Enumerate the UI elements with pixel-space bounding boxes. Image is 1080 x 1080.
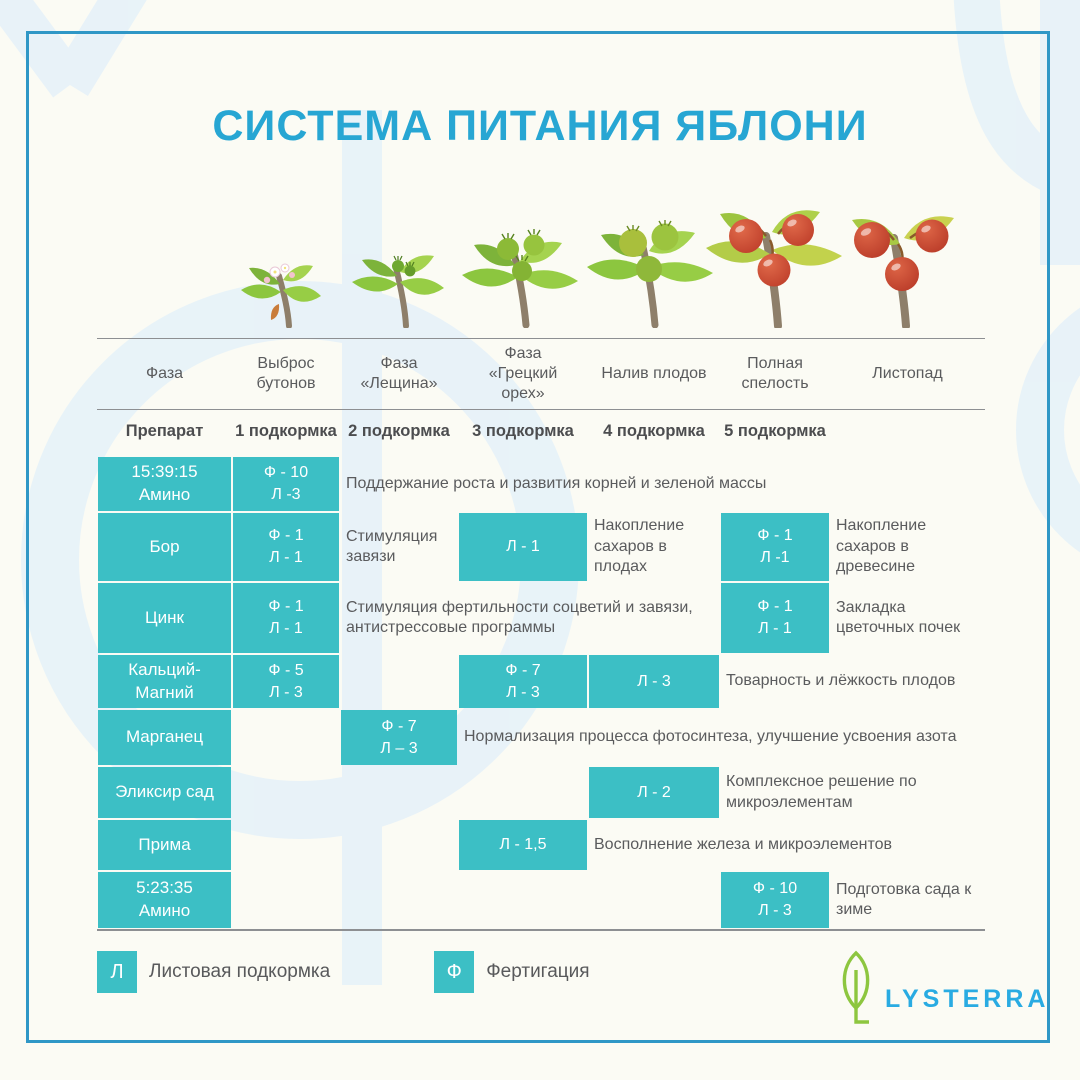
product-column-header: Препарат (125, 421, 204, 440)
phase-header-1: Выброс бутонов (256, 355, 316, 392)
brand-logo-text: LYSTERRA (885, 985, 1050, 1013)
page-title: СИСТЕМА ПИТАНИЯ ЯБЛОНИ (212, 102, 868, 150)
phase-header-row: Фаза Выброс бутонов Фаза «Лещина» Фаза «Гр… (97, 338, 985, 410)
effect-note: Восполнение железа и микроэлементов (594, 835, 893, 853)
effect-note: Накопление сахаров в древесине (836, 517, 927, 576)
phase-header-6: Листопад (872, 365, 943, 382)
phase-header-4: Налив плодов (601, 365, 707, 382)
leaf-logo-icon (842, 950, 870, 1024)
effect-note: Товарность и лёжкость плодов (726, 672, 956, 690)
effect-note: Стимуляция фертильности соцветий и завяз… (346, 598, 693, 636)
product-cell: Кальций- Магний (98, 655, 231, 708)
product-cell: Эликсир сад (98, 767, 231, 818)
apple-branch-full-ripeness-icon (706, 210, 842, 328)
table-row: 5:23:35 Амино Ф - 10 Л - 3 Подготовка сада к… (97, 871, 985, 929)
feeding-header-4: 4 подкормка (603, 421, 705, 440)
feeding-header-2: 2 подкормка (348, 421, 450, 440)
effect-note: Накопление сахаров в плодах (594, 517, 685, 576)
apple-branch-leaf-fall-icon (852, 216, 954, 328)
effect-note: Закладка цветочных почек (836, 598, 961, 636)
phase-header-3: Фаза «Грецкий орех» (488, 345, 558, 402)
apple-branch-walnut-stage-icon (462, 229, 578, 328)
legend: Л Листовая подкормка Ф Фертигация (97, 950, 590, 994)
legend-item-Ф: Ф Фертигация (434, 951, 590, 993)
feeding-header-3: 3 подкормка (472, 421, 574, 440)
phase-header-2: Фаза «Лещина» (360, 355, 438, 392)
feeding-header-row: Препарат 1 подкормка 2 подкормка 3 подкорм… (97, 409, 985, 453)
dose-cell: Л - 2 (589, 767, 719, 818)
legend-label-2: Фертигация (486, 961, 590, 982)
product-cell: Прима (98, 820, 231, 870)
dose-cell: Л - 1,5 (459, 820, 587, 870)
product-cell: Цинк (98, 583, 231, 653)
product-cell: Бор (98, 513, 231, 581)
legend-label-1: Листовая подкормка (149, 961, 331, 982)
dose-cell: Ф - 10 Л - 3 (721, 872, 829, 928)
effect-note: Нормализация процесса фотосинтеза, улучш… (464, 728, 957, 746)
legend-item-Л: Л Листовая подкормка (97, 951, 330, 993)
feeding-header-1: 1 подкормка (235, 421, 337, 440)
product-cell: 15:39:15 Амино (98, 457, 231, 511)
effect-note: Поддержание роста и развития корней и зе… (346, 474, 767, 492)
effect-note: Подготовка сада к зиме (836, 880, 972, 918)
product-cell: Марганец (98, 710, 231, 765)
effect-note: Стимуляция завязи (346, 527, 438, 565)
apple-branch-fruit-filling-icon (587, 220, 713, 328)
product-cell: 5:23:35 Амино (98, 872, 231, 928)
dose-cell: Л - 3 (589, 655, 719, 708)
dose-cell: Л - 1 (459, 513, 587, 581)
effect-note: Комплексное решение по микроэлементам (726, 773, 917, 811)
table-row: Эликсир сад Л - 2 Комплексное решение по м… (97, 766, 985, 819)
legend-swatch-Л: Л (97, 951, 137, 993)
apple-branch-hazelnut-stage-icon (352, 255, 444, 328)
table-row: Прима Л - 1,5 Восполнение железа и микроэл… (97, 819, 985, 871)
table-body: 15:39:15 Амино Ф - 10 Л -3 Поддержание роста… (97, 456, 985, 931)
brand-logo: LYSTERRA (835, 950, 1049, 1028)
phase-header-5: Полная спелость (741, 355, 809, 392)
feeding-header-5: 5 подкормка (724, 421, 826, 440)
legend-swatch-Ф: Ф (434, 951, 475, 993)
dose-cell: Ф - 10 Л -3 (233, 457, 339, 511)
phase-column-header: Фаза (145, 365, 184, 382)
apple-branch-bud-burst-icon (241, 263, 321, 328)
table-row: 15:39:15 Амино Ф - 10 Л -3 Поддержание роста… (97, 456, 985, 512)
